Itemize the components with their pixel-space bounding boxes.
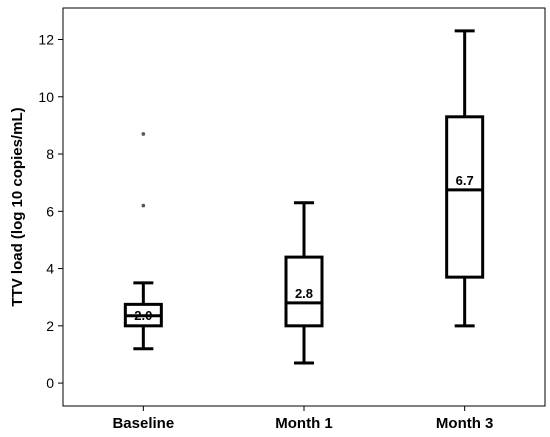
x-axis: Baseline Month 1 Month 3 xyxy=(112,406,493,432)
median-value-label: 2.0 xyxy=(134,308,152,323)
x-category-label: Baseline xyxy=(112,415,174,432)
y-tick-label: 10 xyxy=(38,89,54,105)
outlier-point xyxy=(141,203,146,208)
boxes: 2.0 2.8 6.7 xyxy=(123,29,485,365)
x-category-label: Month 3 xyxy=(436,415,494,432)
y-axis-title: TTV load (log 10 copies/mL) xyxy=(9,107,26,306)
box-baseline: 2.0 xyxy=(123,132,163,351)
box-month-1: 2.8 xyxy=(284,201,324,365)
y-tick-label: 8 xyxy=(46,146,54,162)
y-axis: 0 2 4 6 8 10 12 xyxy=(38,31,63,391)
x-category-label: Month 1 xyxy=(275,415,333,432)
interquartile-box xyxy=(445,115,485,279)
median-value-label: 6.7 xyxy=(456,173,474,188)
y-tick-label: 12 xyxy=(38,31,54,47)
y-tick-label: 6 xyxy=(46,203,54,219)
outlier-point xyxy=(141,132,146,136)
interquartile-box xyxy=(284,255,324,328)
median-value-label: 2.8 xyxy=(295,286,313,301)
y-tick-label: 2 xyxy=(46,318,54,334)
y-tick-label: 4 xyxy=(46,261,54,277)
y-tick-label: 0 xyxy=(46,375,54,391)
box-month-3: 6.7 xyxy=(445,29,485,328)
